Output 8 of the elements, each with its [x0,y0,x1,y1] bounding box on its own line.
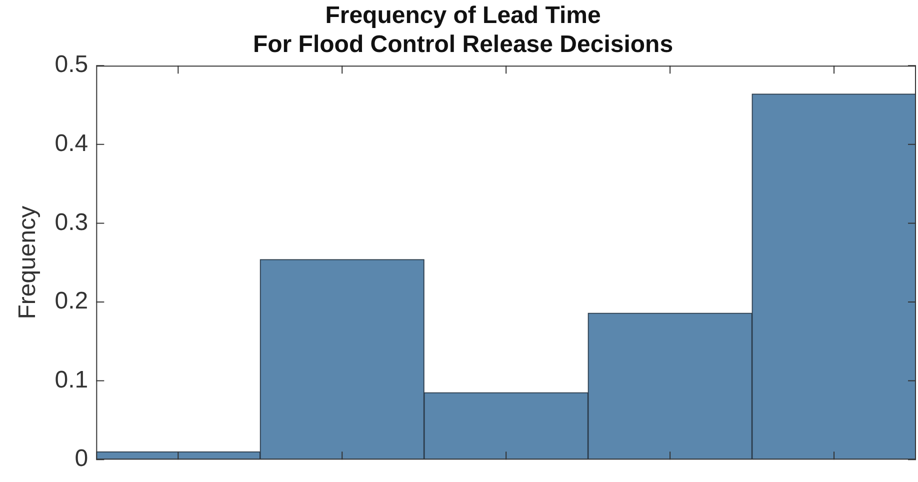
y-axis-title: Frequency [14,206,42,320]
y-tick-label: 0 [74,445,88,472]
y-tick-label: 0.1 [54,366,88,394]
y-tick-label: 0.4 [54,130,88,158]
y-tick-label: 0.2 [54,288,88,315]
chart-title: Frequency of Lead Time For Flood Control Release Decisions [252,2,674,58]
y-tick-label: 0.3 [54,208,88,236]
y-tick-label: 0.5 [54,51,88,78]
